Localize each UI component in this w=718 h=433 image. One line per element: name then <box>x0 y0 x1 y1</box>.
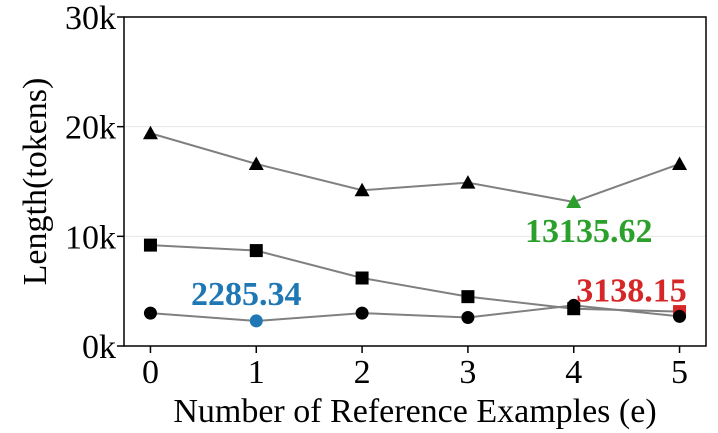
y-axis-label: Length(tokens) <box>17 78 54 286</box>
series-markers <box>142 125 688 328</box>
square-marker <box>143 238 157 252</box>
series-lines <box>150 132 680 322</box>
x-tick-label: 5 <box>671 354 688 391</box>
grid-lines <box>124 126 706 237</box>
circle-marker <box>567 298 581 312</box>
series-line-square <box>150 244 680 313</box>
x-tick-label: 1 <box>248 354 265 391</box>
y-tick-label: 10k <box>65 219 116 256</box>
circle-marker <box>355 306 369 320</box>
series-line-circle <box>150 304 680 322</box>
annotation-label: 3138.15 <box>576 273 687 310</box>
plot-frame <box>123 16 707 347</box>
x-tick-label: 0 <box>142 354 159 391</box>
triangle-marker <box>354 182 370 197</box>
series-line-triangle <box>150 132 680 203</box>
x-axis-ticks: 0 1 2 3 4 5 <box>142 346 688 391</box>
y-tick-label: 30k <box>65 0 116 37</box>
triangle-marker <box>142 125 158 140</box>
circle-marker <box>143 306 157 320</box>
square-marker <box>249 244 263 258</box>
annotations: 2285.34 13135.62 3138.15 <box>191 213 687 313</box>
y-tick-label: 20k <box>65 110 116 147</box>
x-axis-label: Number of Reference Examples (e) <box>173 393 656 430</box>
annotation-label: 2285.34 <box>191 276 302 313</box>
highlight-circle-marker <box>249 314 263 328</box>
triangle-marker <box>248 156 264 170</box>
annotation-label: 13135.62 <box>525 213 653 250</box>
x-tick-label: 2 <box>354 354 371 391</box>
x-tick-label: 4 <box>565 354 582 391</box>
y-axis-ticks: 0k 10k 20k 30k <box>65 0 124 366</box>
square-marker <box>461 290 475 304</box>
highlight-triangle-marker <box>566 194 582 208</box>
triangle-marker <box>460 175 476 189</box>
triangle-marker <box>672 156 688 170</box>
circle-marker <box>461 310 475 324</box>
x-tick-label: 3 <box>459 354 476 391</box>
circle-marker <box>673 309 687 323</box>
square-marker <box>355 271 369 285</box>
y-tick-label: 0k <box>82 329 116 366</box>
